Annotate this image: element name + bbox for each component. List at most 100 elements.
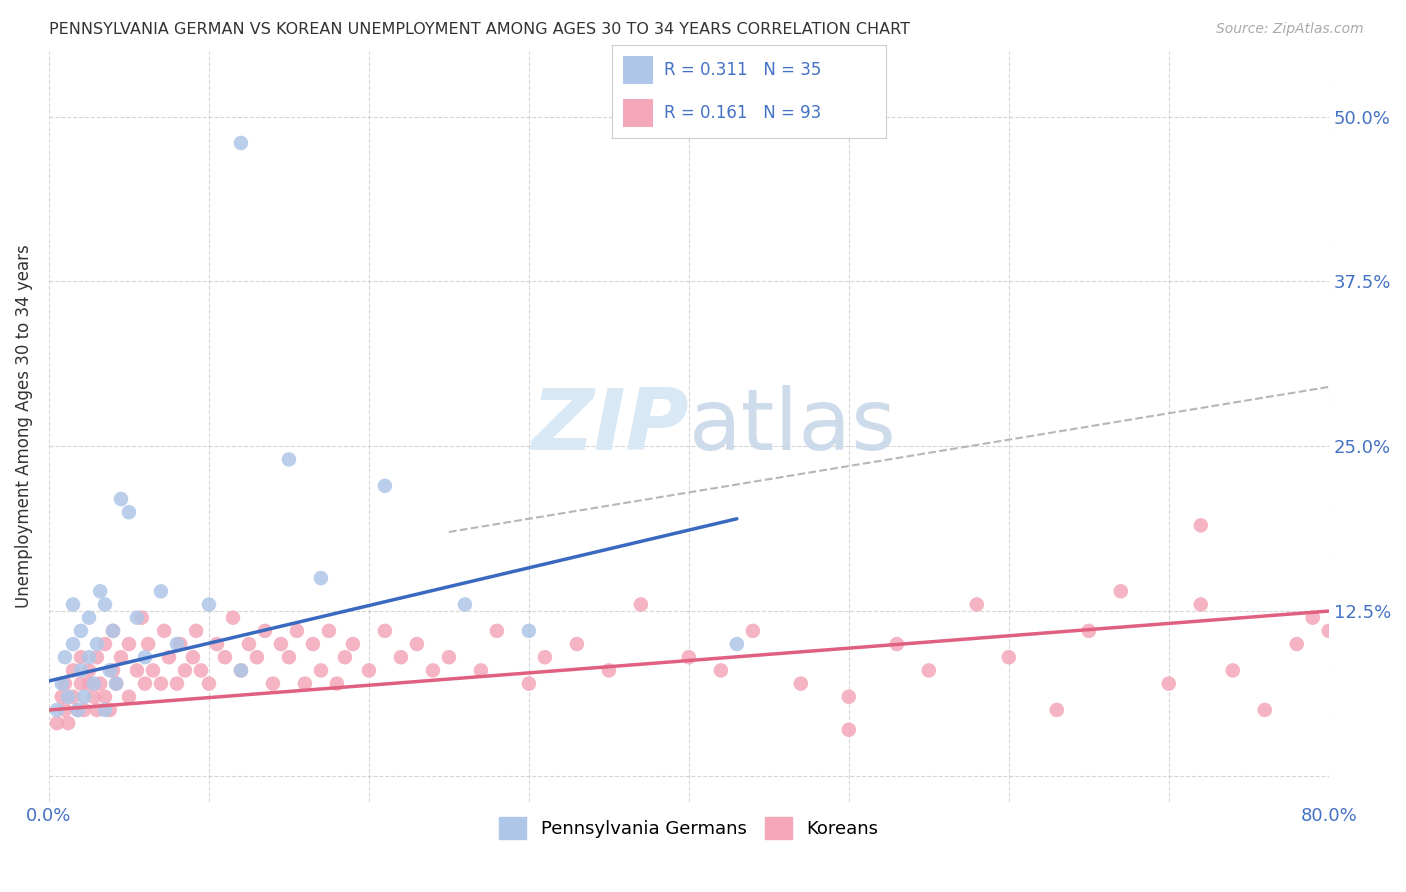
Point xyxy=(89,584,111,599)
Point xyxy=(406,637,429,651)
Point xyxy=(186,624,208,638)
Point xyxy=(422,664,444,678)
Point xyxy=(454,598,477,612)
Point xyxy=(1189,518,1212,533)
Point xyxy=(86,650,108,665)
Point xyxy=(357,664,380,678)
Point xyxy=(77,676,100,690)
Point xyxy=(302,637,325,651)
Point xyxy=(94,598,117,612)
Point xyxy=(136,637,159,651)
Point xyxy=(1077,624,1099,638)
Point xyxy=(1157,676,1180,690)
Point xyxy=(46,703,69,717)
Point xyxy=(966,598,988,612)
Point xyxy=(374,624,396,638)
Point xyxy=(333,650,356,665)
Point xyxy=(98,664,121,678)
Point xyxy=(56,690,79,704)
Point xyxy=(118,690,141,704)
Point xyxy=(118,637,141,651)
Point xyxy=(246,650,269,665)
Point xyxy=(238,637,260,651)
Point xyxy=(918,664,941,678)
Point xyxy=(886,637,908,651)
Point xyxy=(725,637,748,651)
Point xyxy=(77,650,100,665)
Point xyxy=(98,703,121,717)
Point xyxy=(70,650,93,665)
Point xyxy=(94,703,117,717)
Point xyxy=(998,650,1021,665)
Point xyxy=(229,664,252,678)
Point xyxy=(101,664,124,678)
Point xyxy=(70,624,93,638)
Point xyxy=(134,676,156,690)
Point xyxy=(66,703,89,717)
Point xyxy=(73,703,96,717)
Point xyxy=(157,650,180,665)
Point xyxy=(198,676,221,690)
Point xyxy=(1302,610,1324,624)
Point xyxy=(838,690,860,704)
Point xyxy=(134,650,156,665)
Point xyxy=(437,650,460,665)
Point xyxy=(110,650,132,665)
Point xyxy=(309,664,332,678)
Point xyxy=(73,690,96,704)
Point xyxy=(741,624,763,638)
Point xyxy=(342,637,364,651)
Point xyxy=(678,650,700,665)
Point xyxy=(51,676,73,690)
Legend: Pennsylvania Germans, Koreans: Pennsylvania Germans, Koreans xyxy=(492,809,886,846)
Point xyxy=(1046,703,1069,717)
Point xyxy=(83,690,105,704)
Point xyxy=(285,624,308,638)
Point xyxy=(229,664,252,678)
Point xyxy=(1254,703,1277,717)
Point xyxy=(51,690,73,704)
Point xyxy=(56,716,79,731)
Text: atlas: atlas xyxy=(689,385,897,468)
Point xyxy=(86,637,108,651)
Point xyxy=(118,505,141,519)
Point xyxy=(94,637,117,651)
Point xyxy=(101,624,124,638)
Point xyxy=(1189,598,1212,612)
Point xyxy=(110,491,132,506)
Point xyxy=(181,650,204,665)
Point xyxy=(565,637,588,651)
Point xyxy=(125,664,148,678)
Point xyxy=(131,610,153,624)
Point xyxy=(470,664,492,678)
Point xyxy=(70,676,93,690)
Point xyxy=(166,637,188,651)
Point xyxy=(198,598,221,612)
Point xyxy=(94,690,117,704)
Point xyxy=(53,676,76,690)
Text: R = 0.311   N = 35: R = 0.311 N = 35 xyxy=(664,61,821,78)
Point xyxy=(62,690,84,704)
Point xyxy=(46,716,69,731)
Point xyxy=(214,650,236,665)
Point xyxy=(598,664,620,678)
Point xyxy=(89,676,111,690)
Point xyxy=(77,664,100,678)
Text: Source: ZipAtlas.com: Source: ZipAtlas.com xyxy=(1216,22,1364,37)
Point xyxy=(66,703,89,717)
Point xyxy=(309,571,332,585)
Point xyxy=(318,624,340,638)
Y-axis label: Unemployment Among Ages 30 to 34 years: Unemployment Among Ages 30 to 34 years xyxy=(15,244,32,608)
Point xyxy=(62,664,84,678)
Point xyxy=(389,650,412,665)
Point xyxy=(169,637,191,651)
Text: R = 0.161   N = 93: R = 0.161 N = 93 xyxy=(664,104,821,122)
Point xyxy=(70,664,93,678)
Point xyxy=(517,624,540,638)
Point xyxy=(374,479,396,493)
Bar xyxy=(623,99,652,127)
Bar xyxy=(623,56,652,84)
Point xyxy=(278,650,301,665)
Point xyxy=(53,703,76,717)
Point xyxy=(101,624,124,638)
